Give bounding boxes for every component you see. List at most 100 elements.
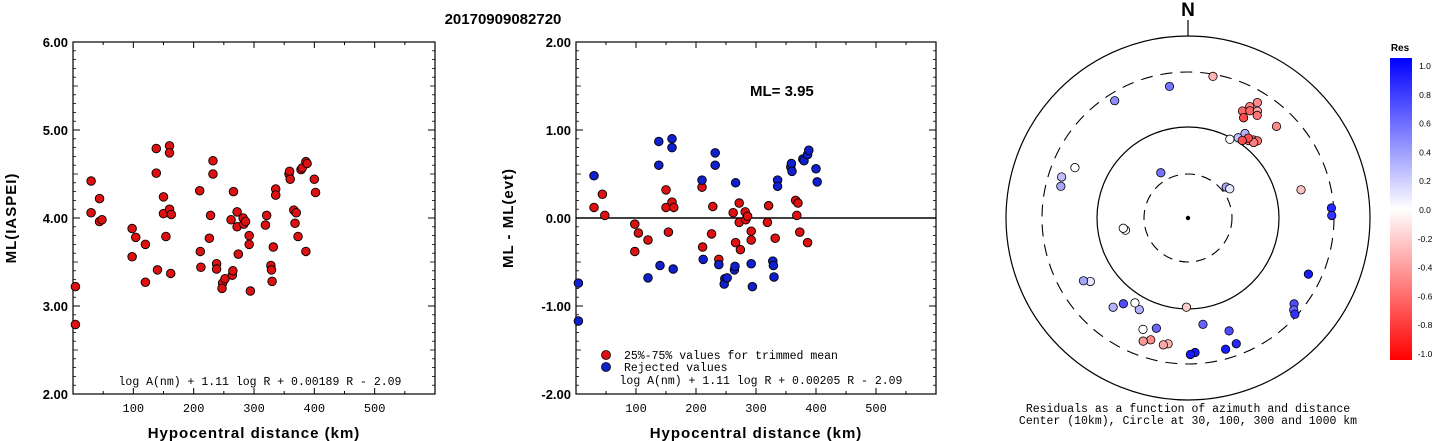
colorbar-ramp: [1390, 58, 1412, 360]
data-point: [208, 169, 218, 179]
data-point: [228, 266, 238, 276]
data-point: [746, 235, 756, 245]
data-point: [811, 163, 821, 174]
data-point: [266, 265, 277, 275]
colorbar-tick-label: 0.0: [1419, 205, 1431, 215]
data-point: [795, 227, 805, 237]
x-tick-label: 200: [685, 402, 707, 416]
data-point: [667, 142, 677, 153]
residual-point: [1057, 172, 1067, 182]
residual-point: [1146, 335, 1156, 345]
data-point: [804, 145, 814, 155]
y-tick-label: -1.00: [541, 299, 571, 314]
residual-point: [1130, 298, 1140, 308]
colorbar-tick-label: -1.0: [1418, 349, 1433, 359]
data-point: [787, 166, 797, 177]
x-tick-label: 400: [304, 402, 326, 416]
north-label: N: [1181, 0, 1195, 21]
y-tick-label: 2.00: [43, 387, 68, 402]
residual-point: [1252, 110, 1262, 120]
data-point: [667, 134, 677, 144]
residual-point: [1303, 269, 1314, 279]
data-point: [228, 186, 239, 197]
data-point: [285, 174, 295, 185]
y-tick-label: 0.00: [546, 211, 571, 226]
residual-point: [1221, 344, 1231, 354]
data-point: [643, 235, 653, 245]
colorbar-tick-label: 0.8: [1419, 90, 1431, 100]
ml-annotation: ML= 3.95: [750, 83, 814, 100]
data-point: [152, 265, 163, 275]
data-point: [158, 192, 169, 202]
colorbar-tick-label: -0.2: [1418, 234, 1433, 244]
legend-label-accepted: 25%-75% values for trimmed mean: [624, 350, 838, 363]
data-point: [633, 228, 644, 238]
data-point: [260, 220, 271, 230]
residual-point: [1181, 302, 1192, 312]
data-point: [630, 219, 640, 229]
residual-point: [1225, 134, 1235, 144]
polar-caption-line-1: Residuals as a function of azimuth and d…: [1026, 403, 1350, 416]
residual-point: [1208, 71, 1218, 82]
data-point: [166, 209, 177, 220]
data-point: [793, 198, 803, 208]
data-point: [708, 201, 718, 212]
residual-point: [1134, 304, 1144, 315]
residual-point: [1164, 81, 1175, 92]
data-point: [244, 239, 254, 250]
formula-label: log A(nm) + 1.11 log R + 0.00205 R - 2.0…: [620, 375, 903, 388]
data-point: [208, 156, 218, 166]
data-point: [226, 215, 236, 225]
residual-point: [1070, 163, 1080, 173]
data-point: [151, 143, 162, 154]
colorbar-tick-label: 0.6: [1419, 119, 1431, 129]
data-point: [127, 251, 137, 262]
data-point: [600, 210, 610, 221]
data-point: [86, 176, 96, 186]
data-point: [770, 233, 780, 243]
data-point: [597, 189, 608, 199]
data-point: [195, 246, 206, 257]
data-point: [792, 210, 802, 221]
circle-30km: [1143, 173, 1233, 263]
y-tick-label: 6.00: [43, 35, 68, 50]
residual-point: [1198, 319, 1208, 329]
y-tick-label: 2.00: [546, 35, 571, 50]
residual-point: [1118, 299, 1128, 309]
data-point: [140, 239, 151, 250]
data-point: [70, 281, 81, 292]
data-point: [268, 242, 279, 252]
data-point: [97, 215, 107, 225]
data-point: [697, 242, 708, 252]
residual-point: [1138, 336, 1148, 346]
data-point: [747, 281, 758, 292]
y-tick-label: 5.00: [43, 123, 68, 138]
residual-colorbar: Res 1.0 0.8 0.6 0.4 0.2 0.0 -0.2 -0.4 -0.6 -0.8 -1…: [1390, 43, 1433, 360]
data-point: [205, 210, 216, 221]
y-tick-label: 1.00: [546, 123, 571, 138]
ml-distance-panel: 100 200 300 400 500 2.00 3.00 4.00 5.00 6.00 log …: [3, 35, 436, 441]
colorbar-tick-label: 0.4: [1419, 147, 1431, 157]
y-axis-label: ML - ML(evt): [500, 168, 517, 268]
data-point: [130, 232, 141, 243]
data-point: [233, 249, 244, 259]
residual-point: [1138, 324, 1148, 334]
data-point: [722, 273, 732, 283]
plot-frame: [72, 41, 436, 395]
data-point: [812, 177, 822, 187]
data-point: [762, 217, 773, 228]
data-point: [714, 259, 724, 270]
polar-caption-line-2: Center (10km), Circle at 30, 100, 300 an…: [1019, 415, 1357, 428]
y-tick-label: 4.00: [43, 211, 68, 226]
data-point: [663, 227, 674, 237]
data-point: [655, 260, 665, 271]
residual-point: [1151, 323, 1161, 333]
residual-point: [1110, 96, 1120, 106]
residual-point: [1327, 210, 1337, 221]
data-point: [769, 272, 779, 282]
residual-distance-panel: 100 200 300 400 500 -2.00 -1.00 0.00 1.00 2.00 ML…: [500, 35, 937, 441]
x-axis-label: Hypocentral distance (km): [148, 425, 361, 441]
data-point: [654, 136, 664, 147]
data-point: [267, 276, 277, 287]
residual-point: [1108, 302, 1118, 312]
